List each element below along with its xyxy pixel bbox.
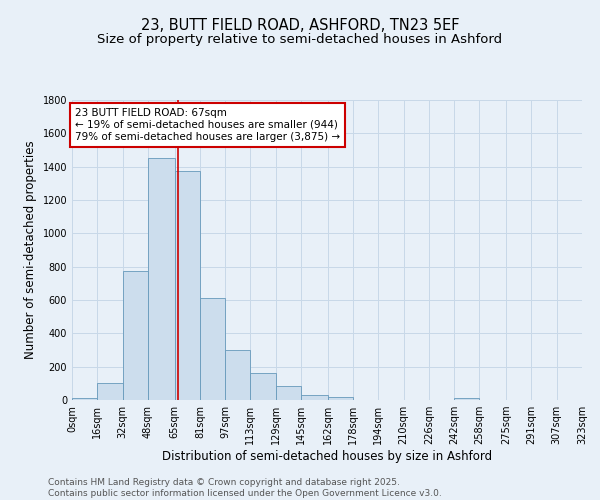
Bar — [175, 171, 200, 400]
Bar — [97, 384, 122, 400]
Bar — [225, 350, 250, 400]
X-axis label: Distribution of semi-detached houses by size in Ashford: Distribution of semi-detached houses by … — [162, 450, 492, 463]
Bar — [200, 298, 225, 400]
Bar — [454, 398, 479, 400]
Bar — [328, 396, 353, 400]
Text: Contains HM Land Registry data © Crown copyright and database right 2025.
Contai: Contains HM Land Registry data © Crown c… — [48, 478, 442, 498]
Bar — [148, 158, 175, 400]
Bar — [72, 398, 97, 400]
Bar — [250, 372, 275, 400]
Bar — [301, 395, 328, 400]
Text: Size of property relative to semi-detached houses in Ashford: Size of property relative to semi-detach… — [97, 32, 503, 46]
Text: 23, BUTT FIELD ROAD, ASHFORD, TN23 5EF: 23, BUTT FIELD ROAD, ASHFORD, TN23 5EF — [141, 18, 459, 32]
Text: 23 BUTT FIELD ROAD: 67sqm
← 19% of semi-detached houses are smaller (944)
79% of: 23 BUTT FIELD ROAD: 67sqm ← 19% of semi-… — [75, 108, 340, 142]
Bar — [275, 386, 301, 400]
Bar — [122, 271, 148, 400]
Y-axis label: Number of semi-detached properties: Number of semi-detached properties — [24, 140, 37, 360]
